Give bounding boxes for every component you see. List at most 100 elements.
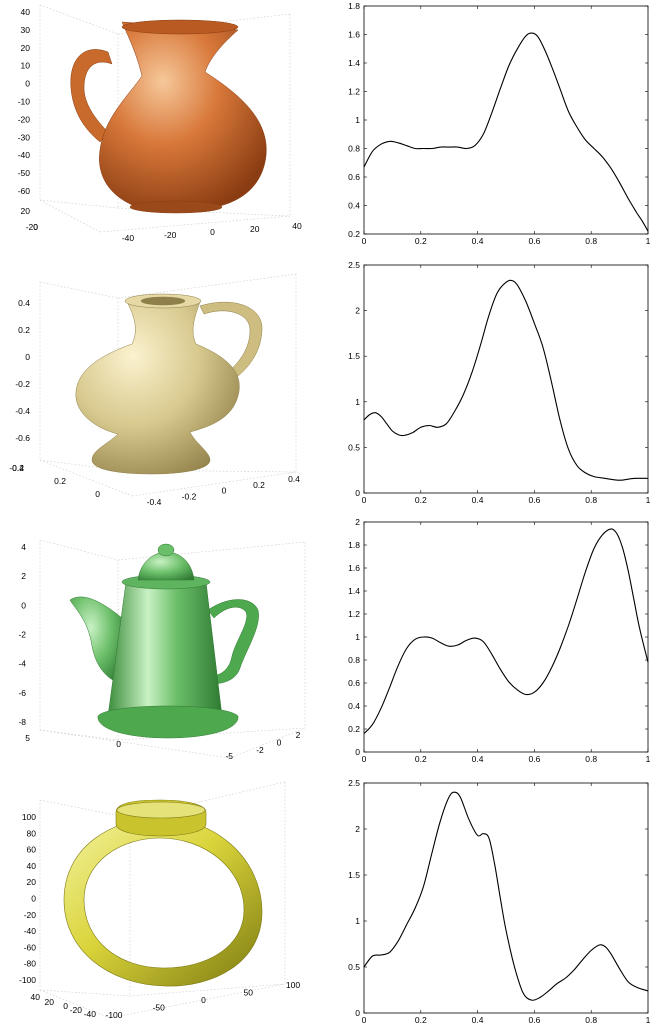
y-tick-label: 1 (355, 916, 360, 926)
z-tick-label: 10 (21, 61, 31, 71)
x-tick-label: -50 (153, 1003, 166, 1013)
z-tick-label: -60 (18, 186, 31, 196)
vase-shape (76, 294, 262, 474)
y-tick-label: 2 (355, 517, 360, 527)
x-tick-label: 0.8 (585, 754, 597, 764)
z-tick-label: 60 (27, 845, 37, 855)
x-axis-ticks: -2 0 2 (256, 730, 300, 755)
y-tick-label: 1.4 (348, 58, 360, 68)
z-tick-label: -40 (24, 926, 37, 936)
x-tick-label: 0.6 (528, 1015, 540, 1024)
x-tick-label: 1 (646, 1015, 651, 1024)
z-tick-label: 40 (27, 861, 37, 871)
z-tick-label: -2 (18, 630, 26, 640)
x-tick-label: 20 (250, 224, 260, 234)
plot-frame (364, 522, 648, 752)
x-tick-label: 0.2 (415, 495, 427, 505)
line-chart-2: 0 0.2 0.4 0.6 0.8 1 0 0.5 1 1.5 2 2.5 (348, 260, 650, 505)
z-tick-label: 0 (31, 894, 36, 904)
y-tick-label: 1.6 (348, 30, 360, 40)
z-tick-label: -0.6 (15, 433, 30, 443)
x-tick-label: -0.4 (147, 497, 162, 507)
y-tick-label: 20 (45, 997, 55, 1007)
z-tick-label: 0 (25, 79, 30, 89)
x-tick-label: 0 (201, 995, 206, 1005)
x-tick-label: 50 (244, 988, 254, 998)
line-chart-3: 0 0.2 0.4 0.6 0.8 1 0 0.2 0.4 0.6 0.8 1 1.2 1.4 1.6 1.8… (348, 517, 650, 764)
y-tick-label: -20 (70, 1005, 83, 1015)
y-tick-label: 0 (63, 1001, 68, 1011)
y-tick-label: 1.5 (348, 870, 360, 880)
z-tick-label: -40 (18, 150, 31, 160)
x-tick-label: 0.8 (585, 495, 597, 505)
y-tick-label: 0.8 (348, 655, 360, 665)
x-tick-label: 40 (292, 221, 302, 231)
z-tick-label: -8 (18, 717, 26, 727)
x-axis-ticks: -0.4-0.200.20.4 (147, 474, 301, 507)
y-tick-label: -40 (84, 1009, 97, 1019)
y-tick-label: 0.4 (348, 201, 360, 211)
z-axis-ticks: 40 30 20 10 0 -10 -20 -30 -40 -50 -60 (18, 7, 31, 196)
x-tick-label: 0.4 (472, 1015, 484, 1024)
x-tick-label: 0.6 (528, 236, 540, 246)
x-tick-label: 0.2 (415, 1015, 427, 1024)
x-tick-label: 0 (362, 1015, 367, 1024)
x-axis-ticks: -40 -20 0 20 40 (122, 221, 302, 243)
line-chart-4: 0 0.2 0.4 0.6 0.8 100.511.522.5 (348, 778, 650, 1024)
x-tick-label: 0.2 (415, 236, 427, 246)
y-tick-label: 1.8 (348, 1, 360, 11)
x-tick-label: 0.6 (528, 754, 540, 764)
z-tick-label: -30 (18, 132, 31, 142)
y-tick-label: 0 (95, 489, 100, 499)
teapot-shape (70, 544, 259, 738)
x-tick-label: -0.2 (182, 491, 197, 501)
y-tick-label: 20 (21, 206, 31, 216)
y-tick-label: 1 (355, 397, 360, 407)
x-tick-label: 100 (286, 980, 300, 990)
z-tick-label: 0.2 (18, 325, 30, 335)
x-tick-label: 0 (277, 738, 282, 748)
x-tick-label: 0.6 (528, 495, 540, 505)
y-tick-label: 0.8 (348, 144, 360, 154)
y-tick-label: 0 (355, 488, 360, 498)
x-axis-ticks: -100 -50 0 50 100 (105, 980, 300, 1020)
z-axis-ticks: 0.4 0.2 0 -0.2 -0.4 -0.6 (15, 298, 30, 443)
jug-shape (71, 20, 267, 213)
x-tick-label: 0.2 (415, 754, 427, 764)
x-tick-label: 0.4 (288, 474, 300, 484)
x-tick-label: 0.4 (472, 495, 484, 505)
x-tick-label: 0.4 (472, 236, 484, 246)
x-tick-label: 0 (210, 227, 215, 237)
y-tick-label: 1 (355, 632, 360, 642)
y-tick-label: 1.2 (348, 87, 360, 97)
z-tick-label: 4 (21, 542, 26, 552)
panel-vase: 0.4 0.2 0 -0.2 -0.4 -0.6 0.4 0.2 0 -0.2 -0.4 -0.2… (9, 274, 300, 507)
z-tick-label: 80 (27, 828, 37, 838)
x-tick-label: 0 (222, 486, 227, 496)
y-tick-label: 0 (116, 739, 121, 749)
z-tick-label: -100 (19, 975, 36, 985)
y-tick-label: 1 (355, 115, 360, 125)
z-tick-label: -0.4 (15, 406, 30, 416)
y-tick-label: 0.5 (348, 442, 360, 452)
series-line (364, 280, 648, 480)
z-tick-label: -80 (24, 959, 37, 969)
x-tick-label: 0.4 (472, 754, 484, 764)
ring-shape (64, 800, 262, 986)
x-tick-label: -40 (122, 233, 135, 243)
y-tick-label: 0.5 (348, 962, 360, 972)
z-axis-ticks: 100 80 60 40 20 0 -20 -40 -60 -80 -100 (19, 812, 36, 985)
y-tick-label: -20 (26, 222, 39, 232)
y-tick-label: 2 (355, 824, 360, 834)
z-tick-label: -6 (18, 688, 26, 698)
y-tick-label: 0.2 (348, 229, 360, 239)
x-tick-label: 0.8 (585, 236, 597, 246)
y-tick-label: 0 (355, 747, 360, 757)
line-chart-1: 0 0.2 0.4 0.6 0.8 10.20.40.60.811.21.41.61.8 (348, 1, 650, 246)
y-tick-label: 2.5 (348, 260, 360, 270)
x-tick-label: -100 (105, 1010, 122, 1020)
y-axis-ticks: 40 20 0 -20 -40 (31, 992, 97, 1019)
plot-frame (364, 783, 648, 1013)
